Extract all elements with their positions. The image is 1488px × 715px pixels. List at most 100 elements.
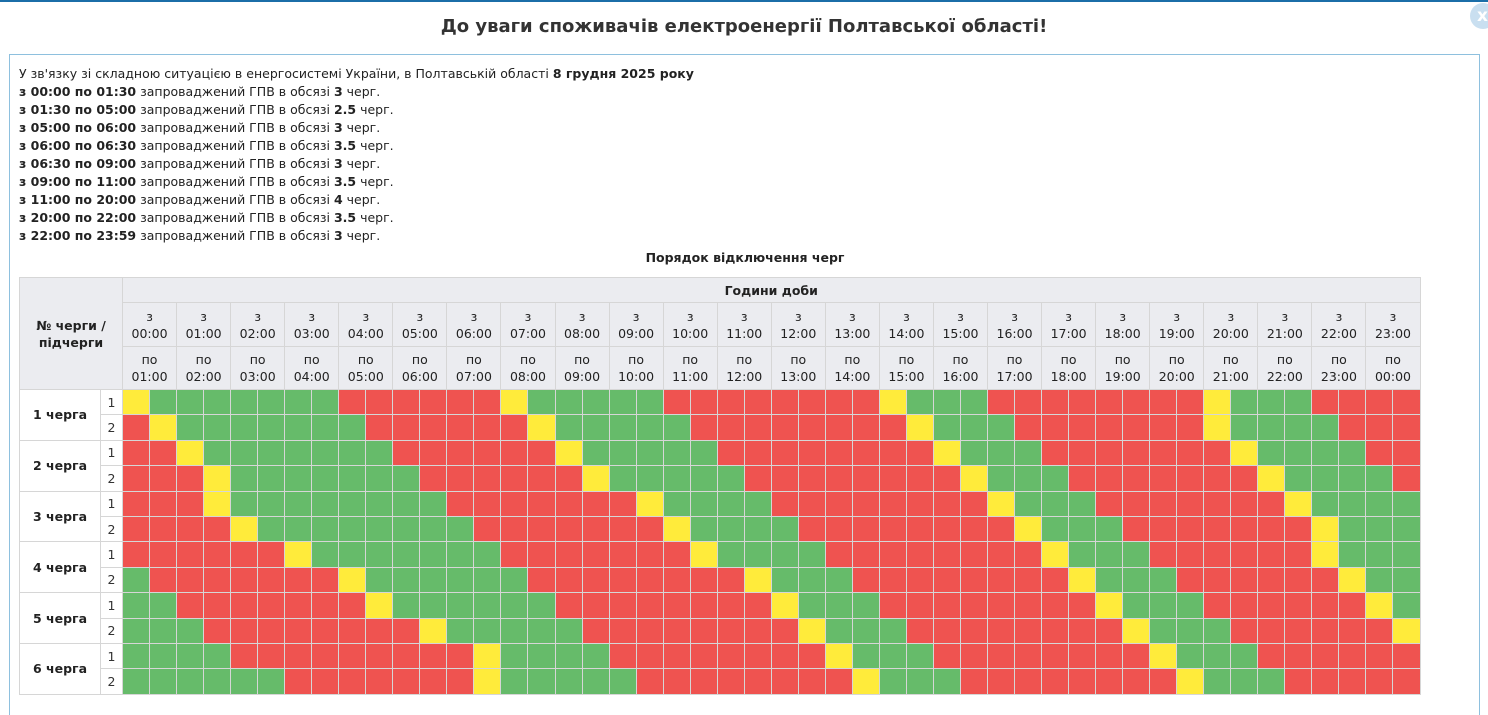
- page-title: До уваги споживачів електроенергії Полта…: [440, 16, 1048, 37]
- hours-header: Години доби: [122, 277, 1421, 303]
- slot-on: [1014, 439, 1043, 467]
- period-range: з 22:00 по 23:59: [19, 228, 137, 243]
- slot-off: [932, 617, 961, 644]
- hour-to-header: по 16:00: [932, 346, 989, 390]
- slot-on: [716, 465, 745, 492]
- subqueue-number: 2: [100, 566, 123, 594]
- slot-off: [608, 566, 637, 594]
- hour-from: 08:00: [564, 325, 601, 341]
- slot-off: [554, 515, 583, 543]
- slot-off: [1149, 465, 1178, 492]
- subqueue-number: 2: [100, 465, 123, 492]
- slot-on: [986, 414, 1016, 441]
- slot-off: [1338, 617, 1367, 644]
- slot-on: [149, 668, 178, 695]
- from-prefix: з: [254, 308, 261, 324]
- slot-off: [149, 490, 178, 517]
- slot-off: [878, 515, 907, 543]
- subqueue-row: 2: [20, 515, 1421, 543]
- slot-on: [878, 642, 907, 670]
- slot-off: [1284, 592, 1313, 619]
- subqueue-row: 2: [20, 668, 1421, 695]
- subqueue-number: 1: [100, 541, 123, 568]
- slot-off: [203, 617, 232, 644]
- slot-off: [527, 515, 556, 543]
- slot-on: [1203, 617, 1232, 644]
- content-panel: [9, 54, 1480, 715]
- from-prefix: з: [524, 308, 532, 324]
- slot-on: [527, 592, 556, 619]
- hour-from: 10:00: [672, 325, 709, 341]
- slot-off: [446, 414, 475, 441]
- slot-off: [203, 592, 232, 619]
- slot-off: [1041, 668, 1070, 695]
- slot-on: [392, 566, 421, 594]
- hour-to: 20:00: [1158, 369, 1195, 384]
- slot-off: [689, 668, 718, 695]
- period-unit: черг.: [346, 192, 381, 207]
- slot-on: [1122, 566, 1151, 594]
- slot-off: [1392, 465, 1421, 492]
- slot-off: [581, 541, 610, 568]
- slot-off: [1149, 490, 1178, 517]
- hour-to-header: по 15:00: [878, 346, 934, 390]
- subqueue-row: 2: [20, 465, 1421, 492]
- slot-on: [500, 617, 529, 644]
- slot-possible: [1230, 439, 1259, 467]
- slot-possible: [1041, 541, 1070, 568]
- slot-on: [905, 642, 934, 670]
- slot-off: [365, 617, 394, 644]
- slot-off: [176, 592, 205, 619]
- slot-off: [392, 388, 421, 416]
- slot-on: [1338, 515, 1367, 543]
- slot-off: [716, 414, 745, 441]
- slot-on: [1203, 642, 1232, 670]
- slot-off: [1176, 439, 1205, 467]
- close-button[interactable]: x: [1470, 3, 1488, 29]
- slot-off: [1068, 439, 1097, 467]
- slot-off: [1176, 490, 1205, 517]
- slot-on: [1095, 541, 1124, 568]
- slot-on: [176, 388, 205, 416]
- hour-from-header: з 16:00: [986, 302, 1043, 347]
- slot-off: [905, 515, 934, 543]
- slot-off: [121, 490, 151, 517]
- slot-off: [1338, 388, 1367, 416]
- slot-on: [1365, 541, 1394, 568]
- period-line: з 22:00 по 23:59 запроваджений ГПВ в обс…: [19, 227, 694, 245]
- slot-on: [554, 388, 583, 416]
- slot-possible: [365, 592, 394, 619]
- slot-on: [257, 465, 286, 492]
- slot-on: [121, 642, 151, 670]
- hour-from-header: з 15:00: [932, 302, 989, 347]
- subqueue-number: 1: [100, 439, 123, 467]
- to-prefix: по: [465, 352, 482, 367]
- slot-off: [1014, 668, 1043, 695]
- hour-to: 02:00: [185, 369, 222, 384]
- slot-off: [986, 642, 1016, 670]
- slot-on: [878, 668, 907, 695]
- slot-on: [770, 541, 799, 568]
- slot-off: [1041, 642, 1070, 670]
- slot-on: [554, 668, 583, 695]
- slot-off: [1176, 414, 1205, 441]
- slot-on: [581, 668, 610, 695]
- slot-on: [257, 515, 286, 543]
- slot-on: [121, 566, 151, 594]
- slot-off: [311, 566, 340, 594]
- outage-schedule-table: № черги / підчерги Години доби з 00:00 з 01:0…: [19, 277, 1421, 695]
- slot-on: [392, 465, 421, 492]
- slot-on: [905, 388, 934, 416]
- slot-possible: [1149, 642, 1178, 670]
- slot-off: [716, 388, 745, 416]
- slot-off: [1203, 541, 1232, 568]
- hour-to: 21:00: [1212, 369, 1249, 384]
- slot-on: [446, 617, 475, 644]
- slot-off: [1230, 617, 1259, 644]
- slot-on: [1230, 642, 1259, 670]
- slot-off: [1311, 566, 1340, 594]
- slot-off: [986, 566, 1016, 594]
- slot-off: [959, 490, 989, 517]
- slot-off: [581, 566, 610, 594]
- slot-on: [689, 515, 718, 543]
